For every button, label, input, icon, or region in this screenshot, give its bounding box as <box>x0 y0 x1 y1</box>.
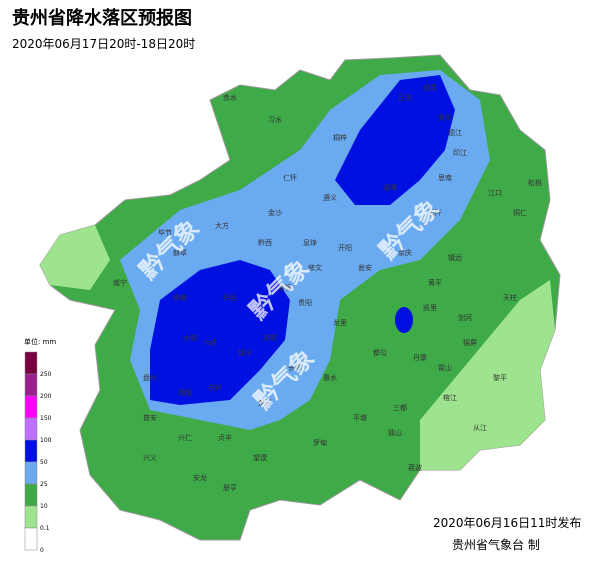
city-label: 兴义 <box>143 453 157 462</box>
city-label: 石阡 <box>428 208 442 217</box>
city-label: 从江 <box>473 424 487 432</box>
city-label: 罗甸 <box>313 438 327 447</box>
city-label: 大方 <box>215 221 229 230</box>
legend-swatch <box>24 527 38 551</box>
legend-unit: 单位: mm <box>24 337 56 346</box>
legend-tick: 0 <box>40 547 44 554</box>
city-label: 纳雍 <box>173 293 187 302</box>
city-label: 紫云 <box>258 399 272 407</box>
city-label: 长顺 <box>288 363 302 372</box>
rainstorm-area <box>335 75 455 205</box>
city-label: 剑河 <box>458 313 472 322</box>
rainstorm-area <box>395 307 413 333</box>
city-label: 金沙 <box>268 208 282 217</box>
city-label: 毕节 <box>158 228 172 237</box>
issue-time: 2020年06月16日11时发布 <box>433 515 581 530</box>
city-label: 息烽 <box>303 238 317 247</box>
city-label: 德江 <box>448 128 462 137</box>
legend-swatch <box>24 461 38 485</box>
city-label: 盘州 <box>143 373 157 382</box>
legend-tick: 250 <box>40 371 52 378</box>
city-label: 仁怀 <box>283 173 297 182</box>
city-label: 平塘 <box>353 413 367 422</box>
city-label: 望谟 <box>253 453 267 462</box>
city-label: 道真 <box>423 83 437 92</box>
legend-tick: 10 <box>40 503 48 510</box>
city-label: 修文 <box>308 263 322 272</box>
title: 贵州省降水落区预报图 <box>12 7 192 29</box>
legend-swatch <box>24 351 38 375</box>
producer: 贵州省气象台 制 <box>452 537 540 552</box>
subtitle: 2020年06月17日20时-18日20时 <box>12 37 195 51</box>
city-label: 晴隆 <box>178 388 192 397</box>
city-label: 遵义 <box>323 193 337 202</box>
city-label: 安顺 <box>263 333 277 342</box>
city-label: 镇宁 <box>238 348 252 357</box>
city-label: 榕江 <box>443 393 457 402</box>
city-label: 黄平 <box>428 278 442 287</box>
city-label: 龙里 <box>333 318 347 327</box>
light-rain-area <box>420 280 555 470</box>
city-label: 兴仁 <box>178 433 192 442</box>
city-label: 威宁 <box>113 278 127 287</box>
city-label: 普安 <box>143 413 157 422</box>
city-label: 余庆 <box>398 248 412 257</box>
city-label: 习水 <box>268 115 282 124</box>
city-label: 锦屏 <box>463 338 477 347</box>
city-label: 都匀 <box>373 348 387 357</box>
city-label: 正安 <box>398 93 412 102</box>
legend-tick: 100 <box>40 437 52 444</box>
city-label: 凯里 <box>423 303 437 312</box>
legend-tick: 150 <box>40 415 52 422</box>
city-label: 湄潭 <box>383 183 397 192</box>
city-label: 思南 <box>438 173 452 182</box>
city-label: 贵阳 <box>298 298 312 307</box>
city-label: 赤水 <box>223 93 237 102</box>
legend-swatch <box>24 395 38 419</box>
city-label: 镇远 <box>448 253 462 262</box>
city-label: 赫章 <box>173 248 187 257</box>
legend-tick: 50 <box>40 459 48 466</box>
city-label: 织金 <box>223 293 237 302</box>
light-rain-area <box>40 225 110 290</box>
city-label: 雷山 <box>438 363 452 372</box>
city-label: 开阳 <box>338 243 352 252</box>
city-label: 江口 <box>488 189 502 197</box>
city-label: 荔波 <box>408 463 422 472</box>
city-label: 黔西 <box>258 238 272 247</box>
rainstorm-area <box>150 260 290 405</box>
city-label: 三都 <box>393 404 407 412</box>
city-label: 铜仁 <box>513 208 527 217</box>
city-label: 安龙 <box>193 473 207 482</box>
city-label: 六枝 <box>203 338 217 347</box>
city-label: 瓮安 <box>358 263 372 272</box>
legend-tick: 200 <box>40 393 52 400</box>
legend-swatch <box>24 373 38 397</box>
city-label: 黎平 <box>493 373 507 382</box>
city-label: 丹寨 <box>413 353 427 362</box>
city-label: 独山 <box>388 428 402 437</box>
city-label: 天柱 <box>503 293 517 302</box>
city-label: 水城 <box>183 333 197 342</box>
legend-swatch <box>24 483 38 507</box>
legend: 250 200 150 100 50 25 10 0.1 0 <box>24 351 52 554</box>
legend-swatch <box>24 439 38 463</box>
legend-swatch <box>24 505 38 529</box>
legend-tick: 0.1 <box>40 525 50 532</box>
city-label: 清镇 <box>278 283 292 292</box>
city-label: 松桃 <box>528 178 542 187</box>
city-label: 务川 <box>438 113 452 122</box>
city-label: 册亨 <box>223 483 237 492</box>
city-label: 贞丰 <box>218 433 232 442</box>
city-label: 印江 <box>453 149 467 157</box>
city-label: 惠水 <box>323 373 337 382</box>
legend-tick: 25 <box>40 481 48 488</box>
city-label: 关岭 <box>208 383 222 392</box>
city-label: 桐梓 <box>333 133 347 142</box>
legend-swatch <box>24 417 38 441</box>
